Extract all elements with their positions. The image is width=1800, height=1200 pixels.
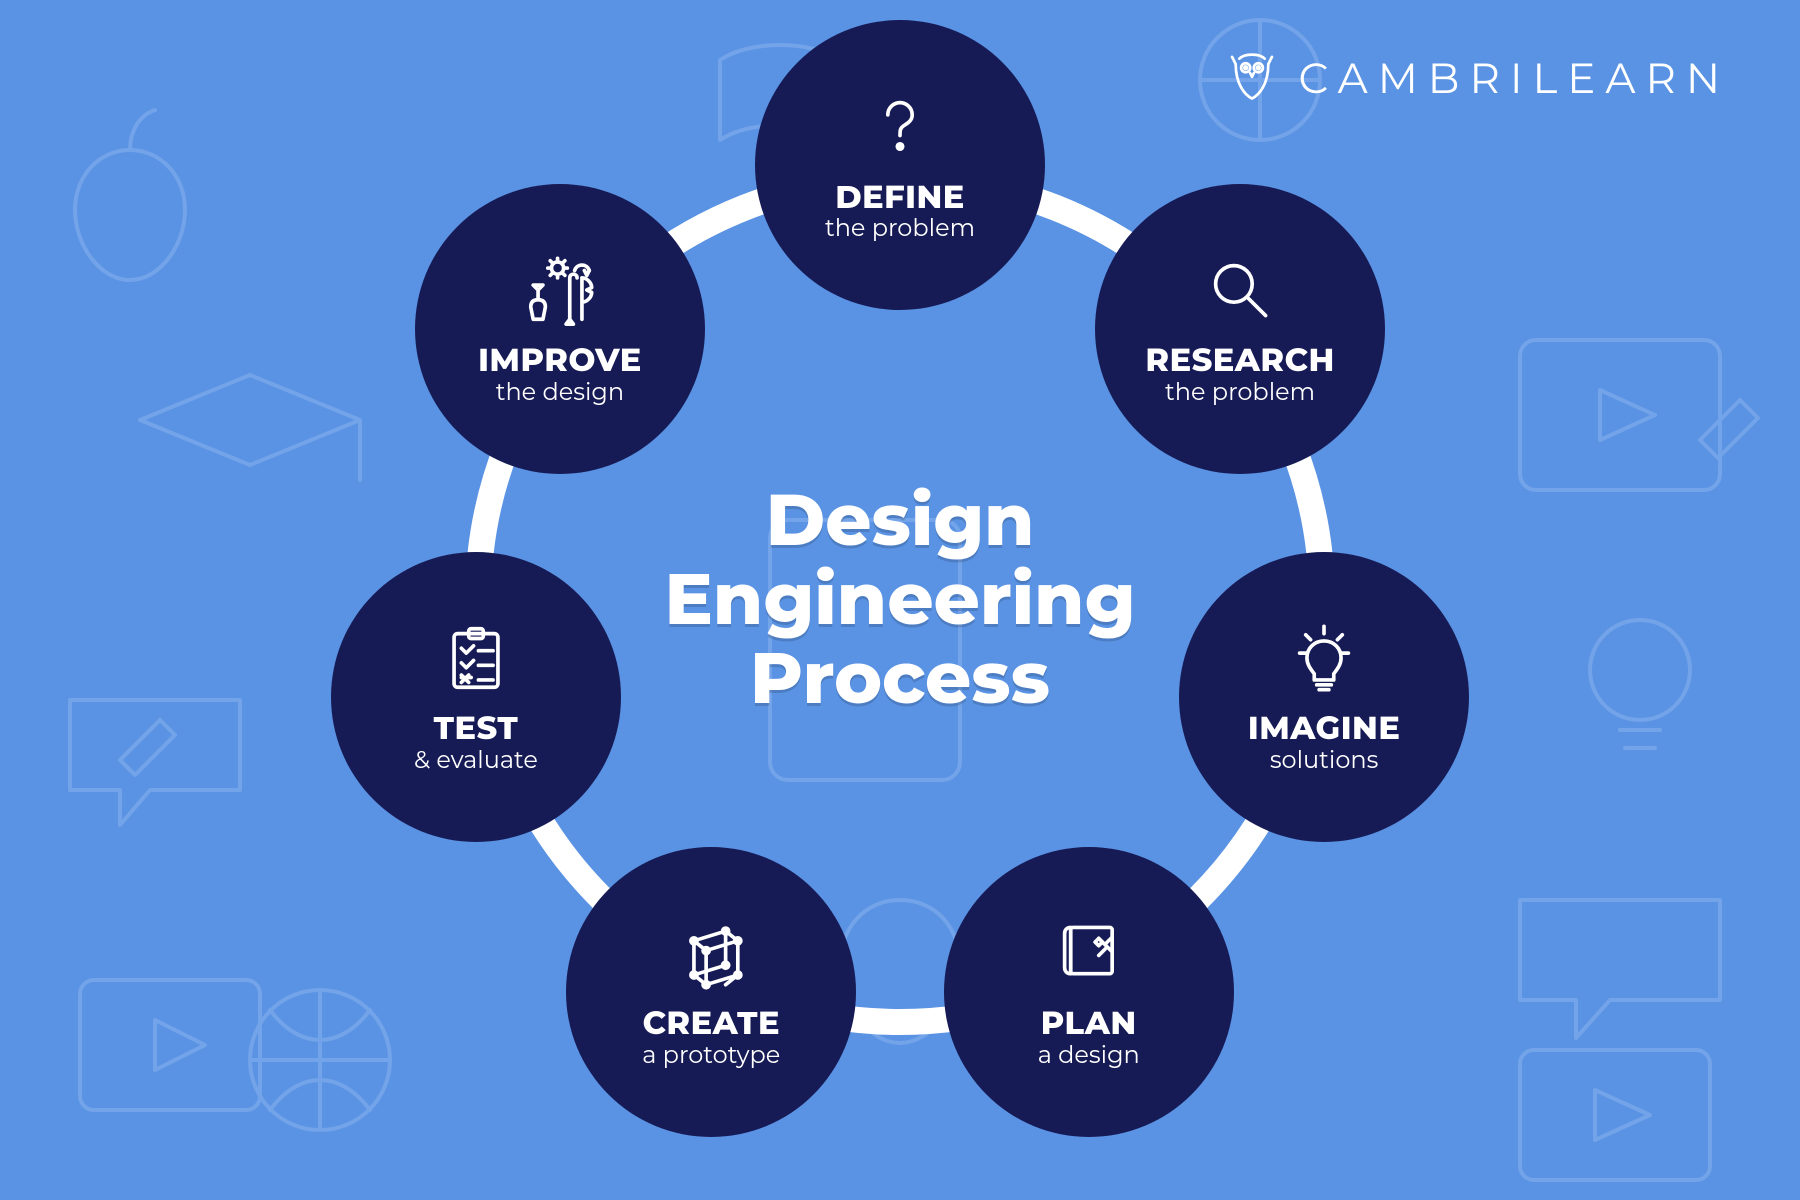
node-subtitle: the problem: [1165, 380, 1315, 406]
process-node-create: CREATEa prototype: [566, 847, 856, 1137]
node-subtitle: the problem: [825, 216, 975, 242]
node-subtitle: solutions: [1270, 748, 1379, 774]
node-subtitle: & evaluate: [414, 748, 538, 774]
node-title: TEST: [434, 712, 519, 746]
tools-icon: [521, 251, 599, 334]
lightbulb-icon: [1285, 619, 1363, 702]
infographic-canvas: CAMBRILEARN DesignEngineeringProcess DEF…: [0, 0, 1800, 1200]
process-node-improve: IMPROVEthe design: [415, 184, 705, 474]
node-subtitle: the design: [496, 380, 624, 406]
process-node-plan: PLANa design: [944, 847, 1234, 1137]
node-title: IMAGINE: [1248, 712, 1401, 746]
question-icon: [861, 88, 939, 171]
brand-logo: CAMBRILEARN: [1223, 46, 1730, 109]
process-node-research: RESEARCHthe problem: [1095, 184, 1385, 474]
process-node-define: DEFINEthe problem: [755, 20, 1045, 310]
checklist-icon: [437, 619, 515, 702]
node-title: CREATE: [643, 1007, 780, 1041]
blueprint-icon: [1050, 914, 1128, 997]
node-title: PLAN: [1041, 1007, 1137, 1041]
process-node-test: TEST& evaluate: [331, 552, 621, 842]
node-title: DEFINE: [835, 181, 965, 215]
brand-name: CAMBRILEARN: [1299, 52, 1730, 104]
process-node-imagine: IMAGINEsolutions: [1179, 552, 1469, 842]
node-subtitle: a prototype: [642, 1043, 780, 1069]
diagram-title: DesignEngineeringProcess: [664, 481, 1135, 719]
owl-icon: [1223, 46, 1281, 109]
magnifier-icon: [1201, 251, 1279, 334]
node-title: IMPROVE: [478, 344, 642, 378]
node-title: RESEARCH: [1145, 344, 1334, 378]
cube-icon: [672, 914, 750, 997]
node-subtitle: a design: [1038, 1043, 1140, 1069]
